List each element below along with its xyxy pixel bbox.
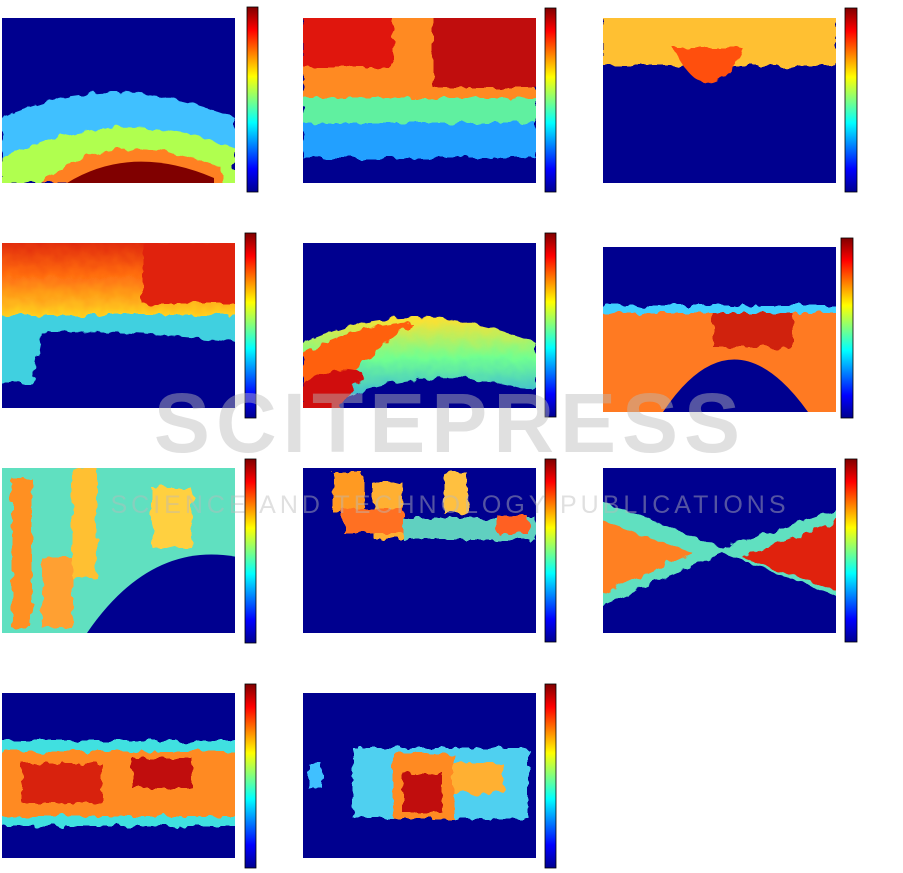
watermark-subtitle: SCIENCE AND TECHNOLOGY PUBLICATIONS xyxy=(110,491,789,519)
colorbar xyxy=(246,6,259,193)
heatmap xyxy=(303,693,536,858)
heatmap xyxy=(303,18,536,183)
colorbar xyxy=(544,7,557,193)
colorbar xyxy=(244,683,257,869)
heatmap xyxy=(303,468,536,633)
colorbar xyxy=(844,7,858,193)
heatmap xyxy=(603,18,836,183)
heatmap xyxy=(2,693,235,858)
heatmap xyxy=(2,243,235,408)
colorbar xyxy=(844,458,858,643)
colorbar xyxy=(544,683,557,869)
colorbar xyxy=(244,458,257,644)
colorbar xyxy=(544,232,557,418)
watermark-title: SCITEPRESS xyxy=(154,376,746,470)
heatmap xyxy=(2,18,235,183)
colorbar xyxy=(244,232,257,419)
colorbar xyxy=(544,458,557,643)
heatmap xyxy=(303,243,536,408)
heatmap xyxy=(603,247,836,412)
heatmap xyxy=(2,468,235,633)
colorbar xyxy=(840,237,854,419)
heatmap xyxy=(603,468,836,633)
